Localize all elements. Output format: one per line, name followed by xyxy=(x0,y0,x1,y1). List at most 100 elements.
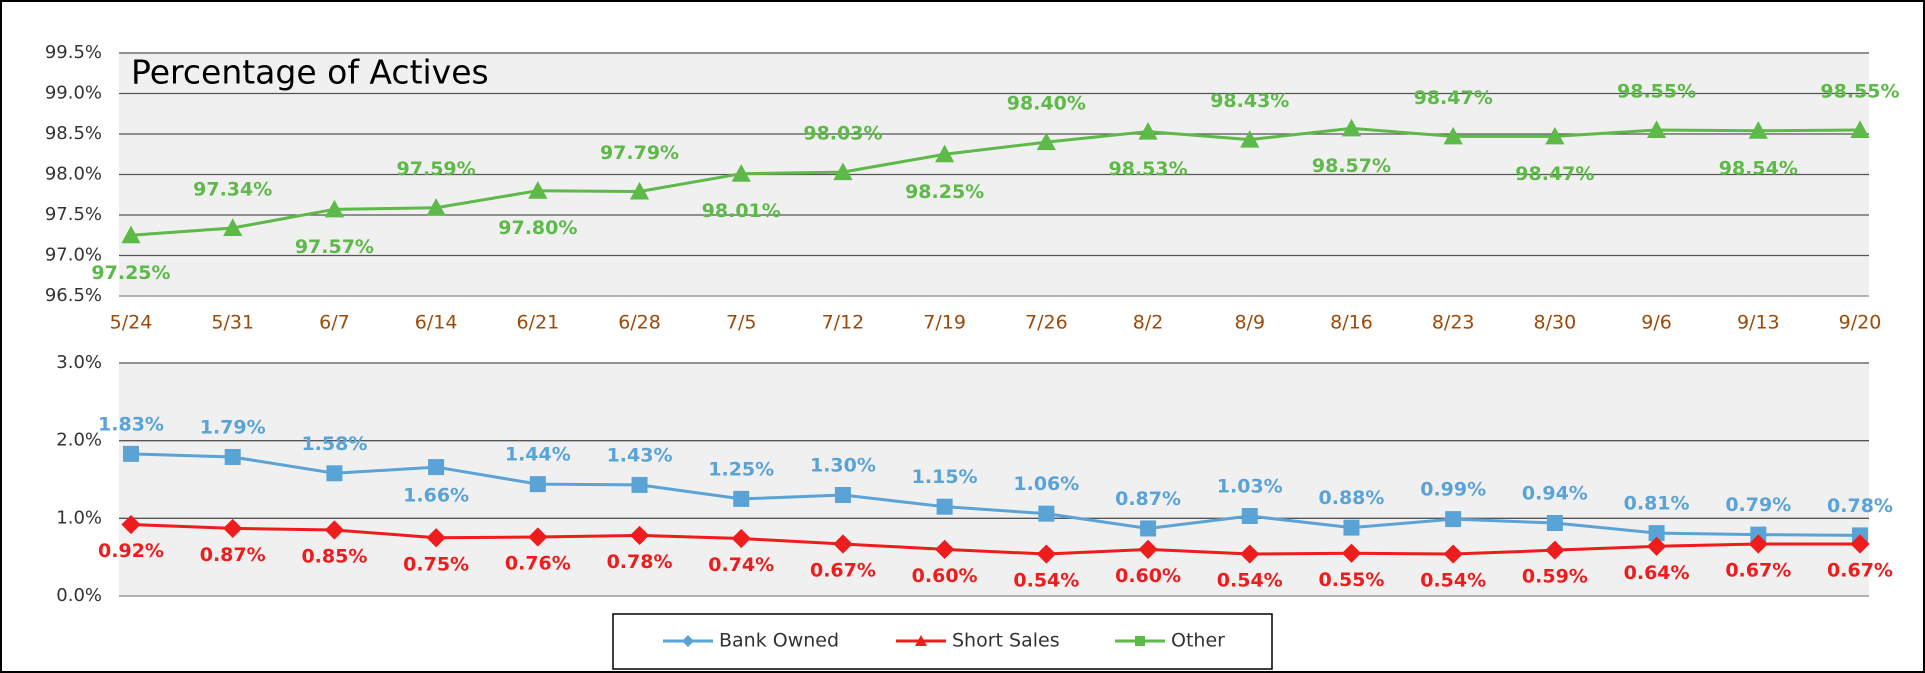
y-tick-label: 99.5% xyxy=(45,42,102,63)
value-label: 0.94% xyxy=(1522,482,1588,504)
y-tick-label: 98.0% xyxy=(45,164,102,185)
marker xyxy=(833,534,853,554)
marker xyxy=(629,525,650,546)
value-label: 0.67% xyxy=(1725,559,1791,581)
value-label: 97.25% xyxy=(91,262,170,284)
x-tick-label: 8/9 xyxy=(1234,312,1265,334)
marker xyxy=(224,448,241,465)
value-label: 98.03% xyxy=(803,123,882,145)
marker xyxy=(833,162,853,181)
value-label: 98.43% xyxy=(1210,90,1289,112)
marker xyxy=(1546,514,1563,531)
marker xyxy=(733,490,750,507)
y-tick-label: 99.0% xyxy=(45,83,102,104)
value-label: 1.79% xyxy=(200,416,266,438)
value-label: 98.57% xyxy=(1312,155,1391,177)
value-label: 0.99% xyxy=(1420,479,1486,501)
y-tick-label: 98.5% xyxy=(45,123,102,144)
legend-marker xyxy=(915,635,927,646)
x-tick-label: 6/28 xyxy=(618,312,661,334)
value-label: 97.34% xyxy=(193,178,272,200)
marker xyxy=(121,514,141,535)
value-label: 0.88% xyxy=(1319,487,1385,509)
marker xyxy=(834,487,851,504)
value-label: 97.57% xyxy=(295,236,374,258)
marker xyxy=(1545,540,1565,560)
marker xyxy=(223,218,243,236)
value-label: 0.64% xyxy=(1624,562,1690,584)
value-label: 0.54% xyxy=(1217,570,1283,592)
marker xyxy=(528,527,548,547)
marker xyxy=(223,518,243,539)
marker xyxy=(731,164,751,182)
value-label: 1.03% xyxy=(1217,476,1283,498)
x-tick-label: 8/2 xyxy=(1133,312,1164,334)
value-label: 0.67% xyxy=(1827,559,1893,581)
value-label: 0.60% xyxy=(1115,565,1181,587)
y-tick-label: 97.0% xyxy=(45,245,102,266)
marker xyxy=(1241,508,1258,525)
value-label: 0.54% xyxy=(1420,570,1486,592)
x-tick-label: 6/14 xyxy=(415,312,458,334)
value-label: 0.60% xyxy=(912,565,978,587)
marker xyxy=(123,445,139,462)
value-label: 1.06% xyxy=(1013,473,1079,495)
marker xyxy=(324,520,345,540)
value-label: 98.54% xyxy=(1719,157,1798,179)
y-tick-label: 1.0% xyxy=(56,507,102,528)
marker xyxy=(1341,543,1362,563)
marker xyxy=(1748,121,1768,139)
x-tick-label: 5/24 xyxy=(110,312,153,334)
y-tick-label: 96.5% xyxy=(45,285,102,306)
marker xyxy=(1140,520,1157,537)
marker xyxy=(1138,121,1158,140)
value-label: 1.83% xyxy=(98,413,164,435)
marker xyxy=(1850,120,1870,138)
x-tick-label: 7/19 xyxy=(923,312,966,334)
value-label: 98.01% xyxy=(702,200,781,222)
marker xyxy=(1443,544,1463,564)
marker xyxy=(1545,126,1565,145)
marker xyxy=(936,498,953,515)
marker xyxy=(1341,118,1362,137)
value-label: 98.53% xyxy=(1108,158,1187,180)
legend-marker xyxy=(682,635,694,647)
marker xyxy=(731,528,751,549)
x-tick-label: 8/30 xyxy=(1534,312,1577,334)
value-label: 97.59% xyxy=(397,158,476,180)
marker xyxy=(324,199,345,218)
marker xyxy=(121,225,141,244)
marker xyxy=(935,539,955,559)
x-tick-label: 8/16 xyxy=(1330,312,1373,334)
value-label: 0.78% xyxy=(1827,495,1893,517)
value-label: 1.66% xyxy=(403,485,469,507)
marker xyxy=(1748,534,1768,554)
value-label: 98.55% xyxy=(1617,80,1696,102)
legend-label: Short Sales xyxy=(952,630,1060,652)
x-tick-label: 6/7 xyxy=(319,312,350,334)
chart-title: Percentage of Actives xyxy=(131,53,489,92)
value-label: 0.55% xyxy=(1319,569,1385,591)
marker xyxy=(529,476,546,493)
value-label: 0.76% xyxy=(505,552,571,574)
x-tick-label: 9/13 xyxy=(1737,312,1780,334)
x-tick-label: 8/23 xyxy=(1432,312,1475,334)
value-label: 0.85% xyxy=(301,545,367,567)
x-tick-label: 9/20 xyxy=(1839,312,1882,334)
value-label: 0.54% xyxy=(1013,570,1079,592)
marker xyxy=(1850,534,1870,554)
marker xyxy=(1443,126,1463,145)
value-label: 0.74% xyxy=(708,554,774,576)
value-label: 1.58% xyxy=(301,433,367,455)
marker xyxy=(1343,519,1360,536)
series-line xyxy=(130,452,1861,537)
y-tick-label: 2.0% xyxy=(56,430,102,451)
value-label: 98.40% xyxy=(1007,93,1086,115)
marker xyxy=(1038,505,1055,522)
marker xyxy=(1646,120,1667,138)
legend-marker xyxy=(1135,636,1145,646)
value-label: 1.15% xyxy=(912,466,978,488)
marker xyxy=(1646,536,1667,556)
series-line xyxy=(130,126,1861,237)
